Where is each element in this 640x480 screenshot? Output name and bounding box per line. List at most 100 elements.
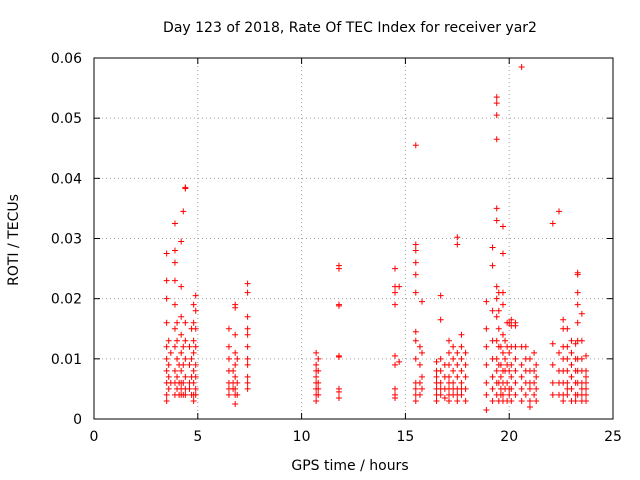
data-point [313, 349, 320, 356]
data-point [458, 391, 465, 398]
data-point [335, 388, 342, 395]
data-point [450, 343, 457, 350]
data-point [568, 349, 575, 356]
data-point [564, 343, 571, 350]
data-point [171, 301, 178, 308]
data-point [568, 385, 575, 392]
data-point [180, 379, 187, 386]
data-point [512, 379, 519, 386]
x-axis-label: GPS time / hours [291, 458, 408, 474]
data-point [506, 367, 513, 374]
data-point [416, 343, 423, 350]
data-point [315, 367, 322, 374]
data-point [171, 343, 178, 350]
data-point [190, 367, 197, 374]
data-point [583, 352, 590, 359]
data-point [178, 349, 185, 356]
data-point [234, 391, 241, 398]
data-point [437, 379, 444, 386]
data-point [244, 385, 251, 392]
data-point [483, 343, 490, 350]
data-point [412, 259, 419, 266]
data-point [171, 325, 178, 332]
data-point [433, 397, 440, 404]
y-tick-label: 0.06 [51, 51, 82, 67]
axis-ticks: 0 5 10 15 20 25 0 0.01 0.02 0.03 0.04 0.05 0.06 [51, 51, 622, 445]
data-points [163, 64, 590, 413]
data-point [499, 223, 506, 230]
data-point [232, 304, 239, 311]
data-point [416, 379, 423, 386]
data-point [564, 367, 571, 374]
data-point [182, 185, 189, 192]
data-point [180, 343, 187, 350]
data-point [489, 307, 496, 314]
data-point [502, 355, 509, 362]
data-point [450, 355, 457, 362]
data-point [445, 361, 452, 368]
data-point [497, 361, 504, 368]
data-point [531, 367, 538, 374]
data-point [412, 328, 419, 335]
data-point [489, 262, 496, 269]
data-point [178, 283, 185, 290]
data-point [244, 361, 251, 368]
data-point [192, 391, 199, 398]
data-point [526, 403, 533, 410]
data-point [433, 373, 440, 380]
data-point [190, 301, 197, 308]
data-point [512, 367, 519, 374]
data-point [493, 136, 500, 143]
data-point [163, 397, 170, 404]
data-point [163, 391, 170, 398]
data-point [572, 397, 579, 404]
chart-title: Day 123 of 2018, Rate Of TEC Index for r… [163, 20, 537, 36]
data-point [483, 379, 490, 386]
data-point [522, 343, 529, 350]
y-tick-label: 0.01 [51, 352, 82, 368]
data-point [549, 220, 556, 227]
data-point [489, 397, 496, 404]
data-point [180, 361, 187, 368]
data-point [392, 352, 399, 359]
data-point [583, 367, 590, 374]
y-tick-label: 0.03 [51, 232, 82, 248]
data-point [526, 397, 533, 404]
data-point [526, 385, 533, 392]
data-point [574, 301, 581, 308]
data-point [232, 373, 239, 380]
data-point [493, 295, 500, 302]
data-point [462, 361, 469, 368]
data-point [174, 319, 181, 326]
data-point [412, 385, 419, 392]
data-point [190, 397, 197, 404]
data-point [560, 316, 567, 323]
data-point [392, 265, 399, 272]
data-point [335, 302, 342, 309]
data-point [462, 349, 469, 356]
data-point [497, 373, 504, 380]
data-point [190, 319, 197, 326]
data-point [483, 391, 490, 398]
data-point [412, 271, 419, 278]
x-tick-label: 15 [396, 429, 414, 445]
data-point [392, 394, 399, 401]
data-point [437, 316, 444, 323]
data-point [493, 112, 500, 119]
data-point [437, 292, 444, 299]
data-point [244, 343, 251, 350]
data-point [171, 277, 178, 284]
data-point [178, 331, 185, 338]
data-point [178, 367, 185, 374]
data-point [174, 337, 181, 344]
data-point [165, 361, 172, 368]
data-point [583, 397, 590, 404]
x-tick-label: 10 [293, 429, 311, 445]
data-point [174, 355, 181, 362]
data-point [506, 319, 513, 326]
data-point [489, 244, 496, 251]
data-point [190, 337, 197, 344]
data-point [335, 265, 342, 272]
data-point [315, 355, 322, 362]
data-point [416, 361, 423, 368]
